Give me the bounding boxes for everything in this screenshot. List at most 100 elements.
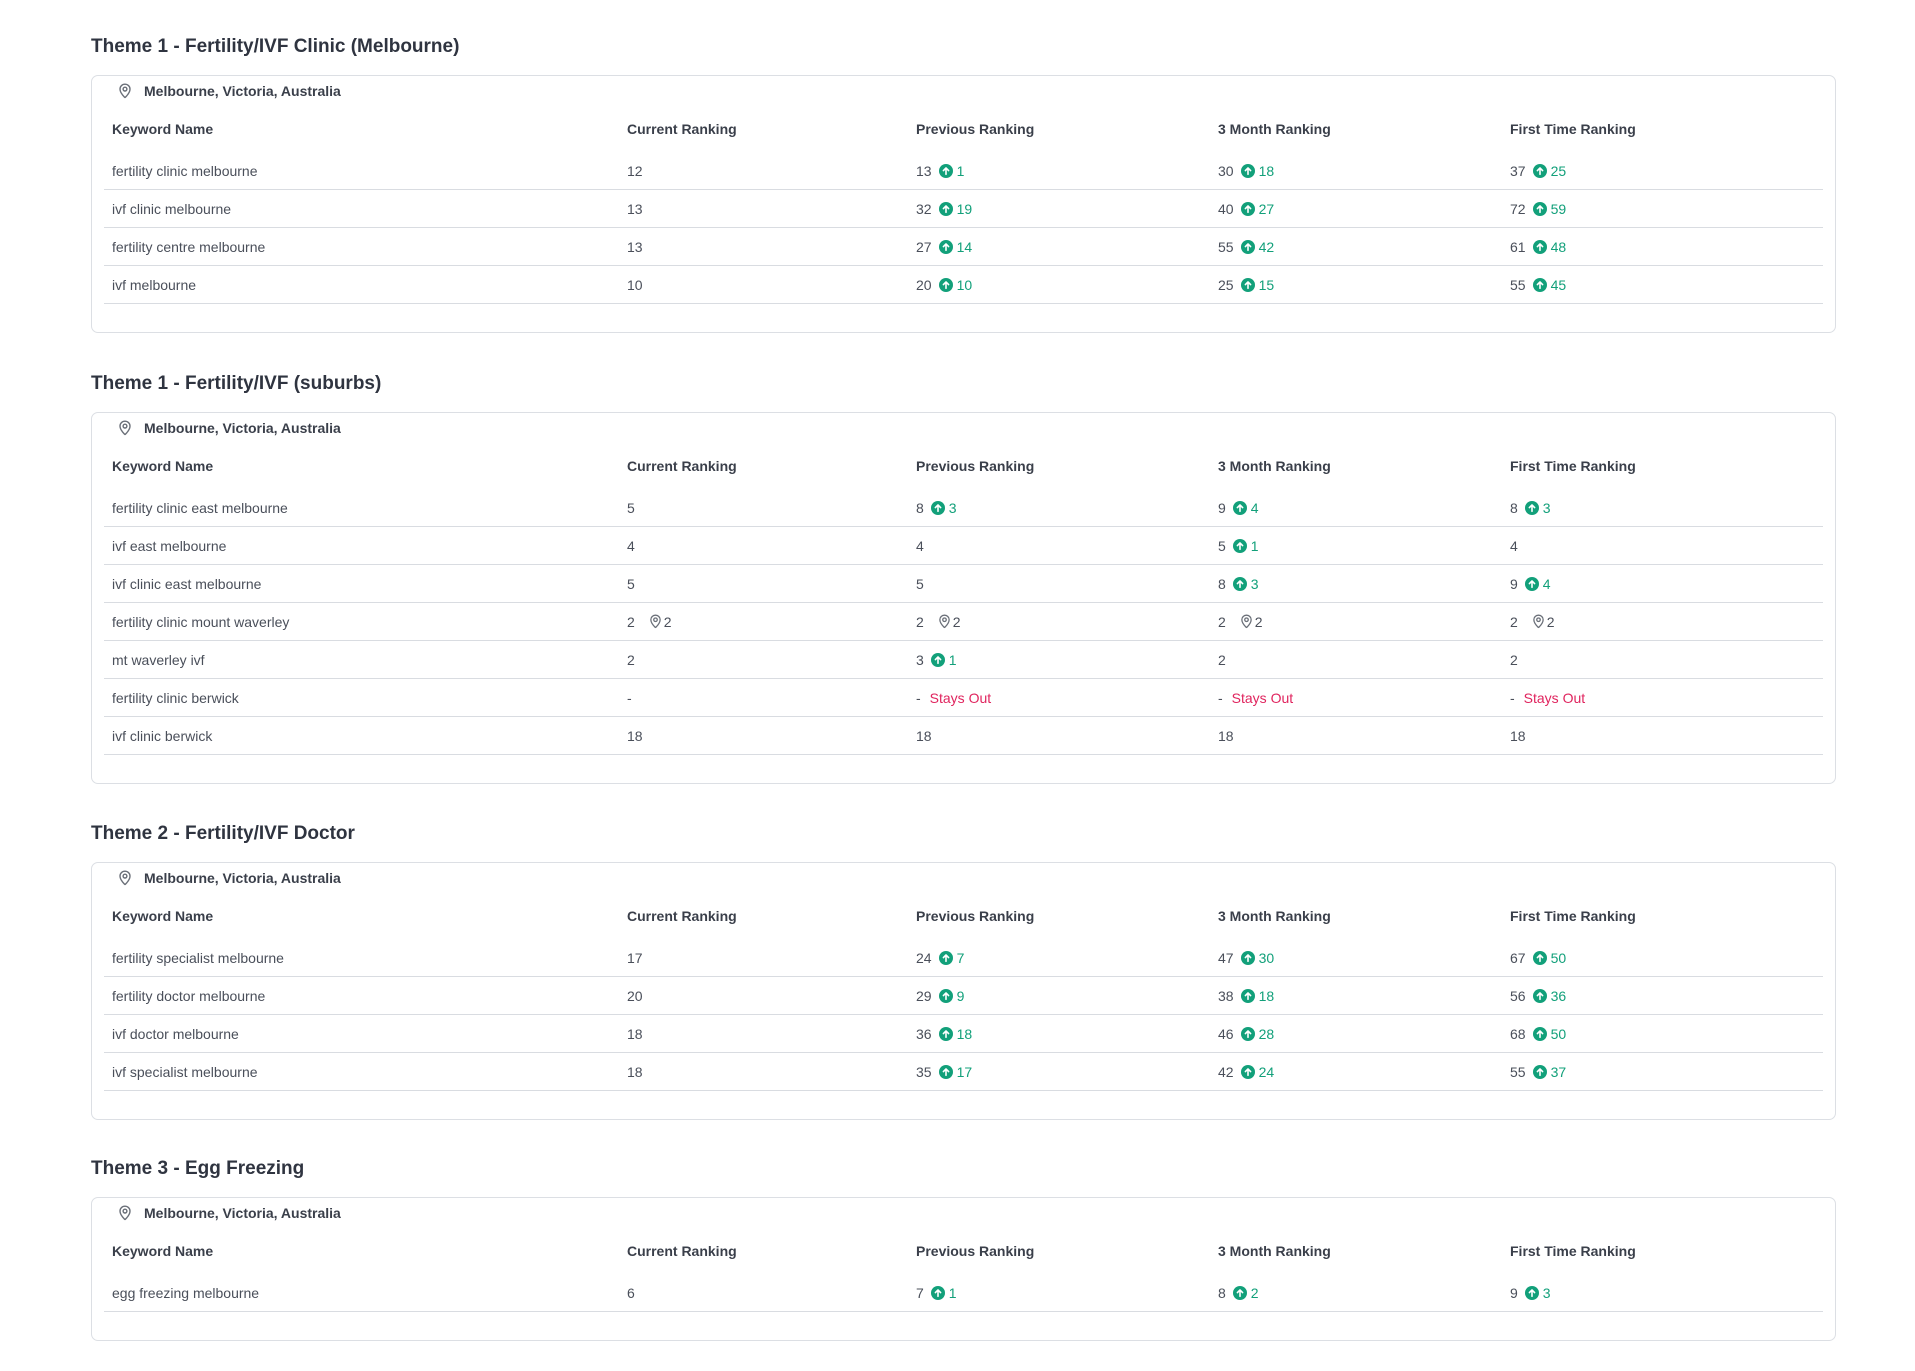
rank-cell: -	[619, 678, 908, 717]
table-row[interactable]: ivf specialist melbourne 18 35 17 42 24 55 37	[104, 1052, 1823, 1091]
column-header[interactable]: First Time Ranking	[1510, 121, 1636, 137]
rank-value: 56	[1510, 987, 1526, 1004]
column-header[interactable]: Current Ranking	[627, 908, 737, 924]
arrow-up-circle-icon	[1532, 163, 1547, 178]
keyword-name: egg freezing melbourne	[112, 1284, 260, 1301]
keyword-cell: fertility clinic berwick	[104, 678, 619, 717]
rank-value: 2	[1218, 613, 1226, 630]
rank-cell: 20 10	[908, 265, 1210, 304]
theme-title: Theme 2 - Fertility/IVF Doctor	[91, 823, 355, 844]
rank-value-group: 18	[1218, 728, 1234, 744]
rank-value-group: 5	[916, 576, 924, 592]
rank-cell: 55 45	[1502, 265, 1823, 304]
rank-change: 15	[1258, 276, 1275, 293]
table-row[interactable]: fertility clinic berwick - - Stays Out - Stay…	[104, 678, 1823, 717]
rank-cell: 72 59	[1502, 189, 1823, 228]
rank-cell: 17	[619, 939, 908, 977]
rank-value: 68	[1510, 1025, 1526, 1042]
column-header[interactable]: 3 Month Ranking	[1218, 121, 1331, 137]
column-header[interactable]: Current Ranking	[627, 1243, 737, 1259]
column-header[interactable]: 3 Month Ranking	[1218, 908, 1331, 924]
column-header[interactable]: Previous Ranking	[916, 121, 1035, 137]
rank-cell: 27 14	[908, 227, 1210, 266]
keyword-name: fertility clinic mount waverley	[112, 613, 290, 630]
rank-cell: 13	[619, 189, 908, 228]
column-header[interactable]: First Time Ranking	[1510, 908, 1636, 924]
rank-value: 5	[627, 499, 635, 516]
column-header[interactable]: First Time Ranking	[1510, 1243, 1636, 1259]
rank-value: 42	[1218, 1063, 1234, 1080]
column-header[interactable]: Current Ranking	[627, 458, 737, 474]
table-row[interactable]: ivf clinic melbourne 13 32 19 40 27 72 59	[104, 189, 1823, 228]
rank-value: 25	[1218, 276, 1234, 293]
column-header[interactable]: Previous Ranking	[916, 458, 1035, 474]
column-header[interactable]: Current Ranking	[627, 121, 737, 137]
rank-cell: 67 50	[1502, 939, 1823, 977]
arrow-up-circle-icon	[1524, 576, 1539, 591]
arrow-up-circle-icon	[1532, 239, 1547, 254]
rank-value: 12	[627, 162, 643, 179]
rank-cell: - Stays Out	[1210, 678, 1502, 717]
rank-change: 3	[948, 499, 957, 516]
rank-value-group: 18	[916, 728, 932, 744]
table-row[interactable]: egg freezing melbourne 6 7 1 8 2 9 3	[104, 1274, 1823, 1312]
ranking-table: Keyword Name Current Ranking Previous Rank…	[104, 1228, 1823, 1312]
column-header[interactable]: Keyword Name	[112, 1243, 214, 1259]
arrow-up-circle-icon	[1532, 1026, 1547, 1041]
table-row[interactable]: fertility centre melbourne 13 27 14 55 42 61 48	[104, 227, 1823, 266]
rank-value-group: 18	[627, 728, 643, 744]
theme-title: Theme 3 - Egg Freezing	[91, 1158, 305, 1179]
rank-value: 2	[1218, 651, 1226, 668]
rank-value: 5	[916, 575, 924, 592]
column-header[interactable]: Previous Ranking	[916, 1243, 1035, 1259]
arrow-up-circle-icon	[938, 1026, 953, 1041]
column-header[interactable]: First Time Ranking	[1510, 458, 1636, 474]
table-row[interactable]: mt waverley ivf 2 3 1 2 2	[104, 640, 1823, 679]
column-header[interactable]: Keyword Name	[112, 908, 214, 924]
rank-value: 9	[1510, 575, 1518, 592]
keyword-cell: ivf specialist melbourne	[104, 1052, 619, 1091]
rank-value: 36	[916, 1025, 932, 1042]
column-header[interactable]: Keyword Name	[112, 458, 214, 474]
rank-value: 13	[627, 238, 643, 255]
arrow-up-circle-icon	[1232, 538, 1247, 553]
column-header[interactable]: 3 Month Ranking	[1218, 1243, 1331, 1259]
rank-value: 18	[627, 1063, 643, 1080]
table-row[interactable]: fertility clinic mount waverley 2 2 2 2 2 2 2 2	[104, 602, 1823, 641]
column-header[interactable]: 3 Month Ranking	[1218, 458, 1331, 474]
table-row[interactable]: ivf clinic east melbourne 5 5 8 3 9 4	[104, 564, 1823, 603]
rank-value-group: 4	[1510, 538, 1518, 554]
rank-value: 8	[916, 499, 924, 516]
rank-cell: 55 42	[1210, 227, 1502, 266]
table-row[interactable]: ivf melbourne 10 20 10 25 15 55 45	[104, 265, 1823, 304]
table-row[interactable]: ivf east melbourne 4 4 5 1 4	[104, 526, 1823, 565]
rank-cell: 4	[619, 526, 908, 565]
map-pin-icon	[118, 83, 132, 99]
table-header-row: Keyword Name Current Ranking Previous Rank…	[104, 106, 1823, 152]
rank-value-group: 30 18	[1218, 163, 1274, 179]
rank-value: 46	[1218, 1025, 1234, 1042]
table-row[interactable]: fertility specialist melbourne 17 24 7 47 30 6…	[104, 939, 1823, 977]
rank-value: 18	[1510, 727, 1526, 744]
table-row[interactable]: fertility clinic melbourne 12 13 1 30 18 37 25	[104, 152, 1823, 190]
rank-cell: 18	[619, 1052, 908, 1091]
table-row[interactable]: ivf clinic berwick 18 18 18 18	[104, 716, 1823, 755]
table-row[interactable]: ivf doctor melbourne 18 36 18 46 28 68 50	[104, 1014, 1823, 1053]
rank-value: 8	[1218, 1284, 1226, 1301]
rank-value-group: 55 37	[1510, 1064, 1566, 1080]
keyword-name: fertility doctor melbourne	[112, 987, 266, 1004]
table-row[interactable]: fertility clinic east melbourne 5 8 3 9 4 8 3	[104, 489, 1823, 527]
column-header[interactable]: Keyword Name	[112, 121, 214, 137]
location-text: Melbourne, Victoria, Australia	[144, 420, 341, 436]
table-header-row: Keyword Name Current Ranking Previous Rank…	[104, 1228, 1823, 1274]
rank-cell: 36 18	[908, 1014, 1210, 1053]
table-row[interactable]: fertility doctor melbourne 20 29 9 38 18 56 36	[104, 976, 1823, 1015]
stays-out-label: Stays Out	[929, 689, 992, 706]
rank-change: 1	[948, 651, 957, 668]
arrow-up-circle-icon	[1532, 201, 1547, 216]
column-header[interactable]: Previous Ranking	[916, 908, 1035, 924]
